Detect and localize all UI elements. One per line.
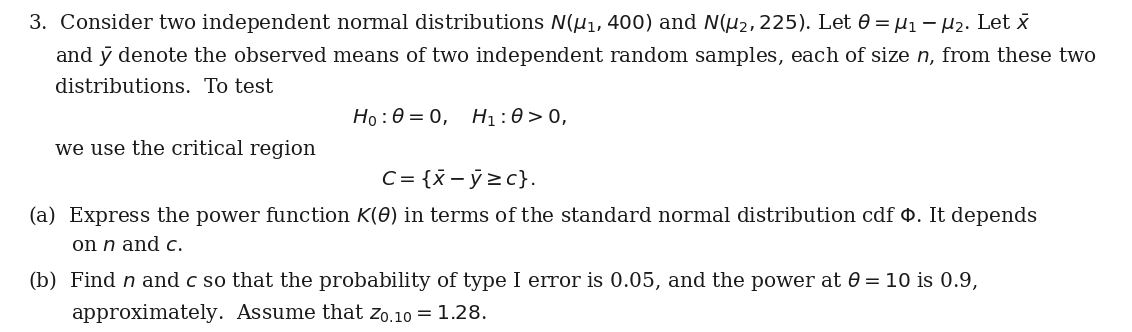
Text: and $\bar{y}$ denote the observed means of two independent random samples, each : and $\bar{y}$ denote the observed means … [54, 45, 1096, 69]
Text: (a)  Express the power function $K(\theta)$ in terms of the standard normal dist: (a) Express the power function $K(\theta… [28, 204, 1038, 228]
Text: 3.  Consider two independent normal distributions $N(\mu_1, 400)$ and $N(\mu_2, : 3. Consider two independent normal distr… [28, 13, 1031, 36]
Text: we use the critical region: we use the critical region [54, 139, 316, 159]
Text: $H_0 : \theta = 0, \quad H_1 : \theta > 0,$: $H_0 : \theta = 0, \quad H_1 : \theta > … [352, 107, 566, 129]
Text: approximately.  Assume that $z_{0.10} = 1.28$.: approximately. Assume that $z_{0.10} = 1… [71, 302, 487, 325]
Text: (b)  Find $n$ and $c$ so that the probability of type I error is 0.05, and the p: (b) Find $n$ and $c$ so that the probabi… [28, 269, 978, 293]
Text: on $n$ and $c$.: on $n$ and $c$. [71, 236, 183, 255]
Text: $C = \{\bar{x} - \bar{y} \geq c\}.$: $C = \{\bar{x} - \bar{y} \geq c\}.$ [381, 169, 537, 192]
Text: distributions.  To test: distributions. To test [54, 78, 273, 97]
